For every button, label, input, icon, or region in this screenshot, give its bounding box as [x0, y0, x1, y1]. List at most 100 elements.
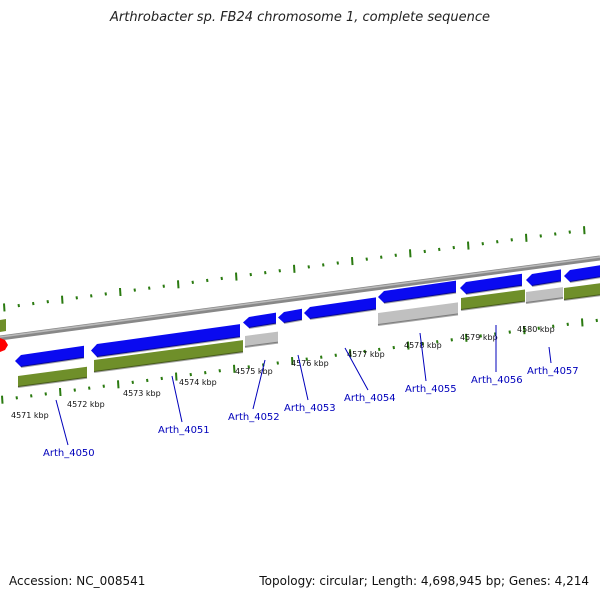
- minor-tick: [220, 276, 223, 281]
- minor-tick: [249, 272, 252, 277]
- minor-tick: [133, 288, 136, 292]
- kbp-tick-label: 4571 kbp: [11, 411, 49, 420]
- major-tick: [233, 364, 236, 373]
- minor-tick: [189, 372, 192, 377]
- other-bar[interactable]: [245, 331, 278, 347]
- minor-tick: [365, 257, 368, 261]
- minor-tick: [88, 386, 91, 390]
- major-tick: [409, 249, 412, 258]
- major-tick: [407, 341, 410, 350]
- gene-leader-line: [171, 375, 183, 423]
- minor-tick: [218, 369, 221, 373]
- gene-arrow[interactable]: [526, 269, 561, 286]
- edge-features: [0, 319, 8, 352]
- kbp-tick-label: 4572 kbp: [67, 400, 105, 409]
- gene-arrow[interactable]: [378, 280, 456, 303]
- minor-tick: [554, 232, 557, 236]
- minor-tick: [44, 392, 47, 396]
- minor-tick: [320, 355, 323, 359]
- cds-bar[interactable]: [564, 283, 600, 300]
- minor-tick: [32, 301, 35, 306]
- minor-tick: [595, 318, 598, 323]
- kbp-tick-label: 4573 kbp: [123, 389, 161, 398]
- minor-tick: [191, 280, 194, 284]
- minor-tick: [566, 322, 569, 326]
- gene-arrow[interactable]: [460, 273, 522, 294]
- minor-tick: [392, 345, 395, 350]
- gene-arrow[interactable]: [91, 324, 240, 357]
- other-bar[interactable]: [526, 287, 563, 303]
- minor-tick: [380, 255, 383, 259]
- major-tick: [291, 357, 294, 366]
- kbp-tick-label: 4574 kbp: [179, 378, 217, 387]
- cds-bar[interactable]: [461, 289, 525, 310]
- tick-row-upper: [3, 226, 586, 312]
- gene-arrow[interactable]: [278, 308, 302, 323]
- major-tick: [1, 395, 4, 404]
- gene-label[interactable]: Arth_4055: [405, 384, 457, 395]
- minor-tick: [537, 326, 540, 330]
- major-tick: [117, 380, 120, 389]
- gene-label[interactable]: Arth_4054: [344, 393, 396, 404]
- gene-label[interactable]: Arth_4053: [284, 403, 336, 414]
- kbp-labels: 4571 kbp 4572 kbp 4573 kbp 4574 kbp 4575 kbp…: [11, 325, 555, 420]
- minor-tick: [394, 253, 397, 257]
- minor-tick: [438, 247, 441, 252]
- minor-tick: [479, 334, 482, 338]
- minor-tick: [278, 269, 281, 273]
- gene-arrow[interactable]: [304, 297, 376, 319]
- major-tick: [175, 372, 178, 381]
- minor-tick: [539, 234, 542, 238]
- kbp-tick-label: 4576 kbp: [291, 359, 329, 368]
- minor-tick: [481, 242, 484, 246]
- highlight-feature[interactable]: [0, 338, 8, 352]
- minor-tick: [148, 286, 151, 290]
- gene-arrow[interactable]: [243, 312, 276, 328]
- major-tick: [293, 264, 296, 273]
- minor-tick: [276, 361, 279, 365]
- minor-tick: [510, 238, 513, 242]
- other-bar[interactable]: [378, 302, 458, 325]
- cds-bar[interactable]: [18, 366, 87, 387]
- minor-tick: [496, 240, 499, 244]
- cds-edge-feature[interactable]: [0, 319, 6, 332]
- kbp-tick-label: 4578 kbp: [404, 341, 442, 350]
- minor-tick: [363, 349, 366, 354]
- gene-label[interactable]: Arth_4052: [228, 412, 280, 423]
- gene-leader-line: [344, 347, 369, 391]
- gene-leader-line: [297, 354, 309, 401]
- gene-label[interactable]: Arth_4057: [527, 366, 579, 377]
- minor-tick: [450, 338, 453, 342]
- minor-tick: [30, 394, 33, 398]
- minor-tick: [568, 230, 571, 234]
- gene-label[interactable]: Arth_4050: [43, 448, 95, 459]
- gene-arrow[interactable]: [564, 265, 600, 282]
- minor-tick: [15, 396, 18, 400]
- minor-tick: [146, 378, 149, 383]
- minor-tick: [508, 330, 511, 334]
- minor-tick: [494, 332, 497, 336]
- minor-tick: [423, 249, 426, 254]
- minor-tick: [162, 284, 165, 288]
- minor-tick: [552, 324, 555, 328]
- gene-label[interactable]: Arth_4056: [471, 375, 523, 386]
- cds-bar[interactable]: [94, 340, 243, 372]
- minor-tick: [264, 271, 267, 275]
- kbp-tick-label: 4575 kbp: [235, 367, 273, 376]
- minor-tick: [131, 380, 134, 384]
- gene-arrow[interactable]: [15, 345, 84, 367]
- minor-tick: [307, 265, 310, 269]
- gene-label[interactable]: Arth_4051: [158, 425, 210, 436]
- gene-leader-line: [55, 399, 69, 446]
- minor-tick: [17, 303, 20, 308]
- minor-tick: [247, 365, 250, 369]
- minor-tick: [336, 261, 339, 265]
- major-tick: [349, 349, 352, 358]
- major-tick: [351, 257, 354, 266]
- kbp-tick-label: 4577 kbp: [347, 350, 385, 359]
- feature-track: [15, 265, 600, 388]
- major-tick: [523, 326, 526, 335]
- major-tick: [177, 280, 180, 289]
- minor-tick: [436, 340, 439, 344]
